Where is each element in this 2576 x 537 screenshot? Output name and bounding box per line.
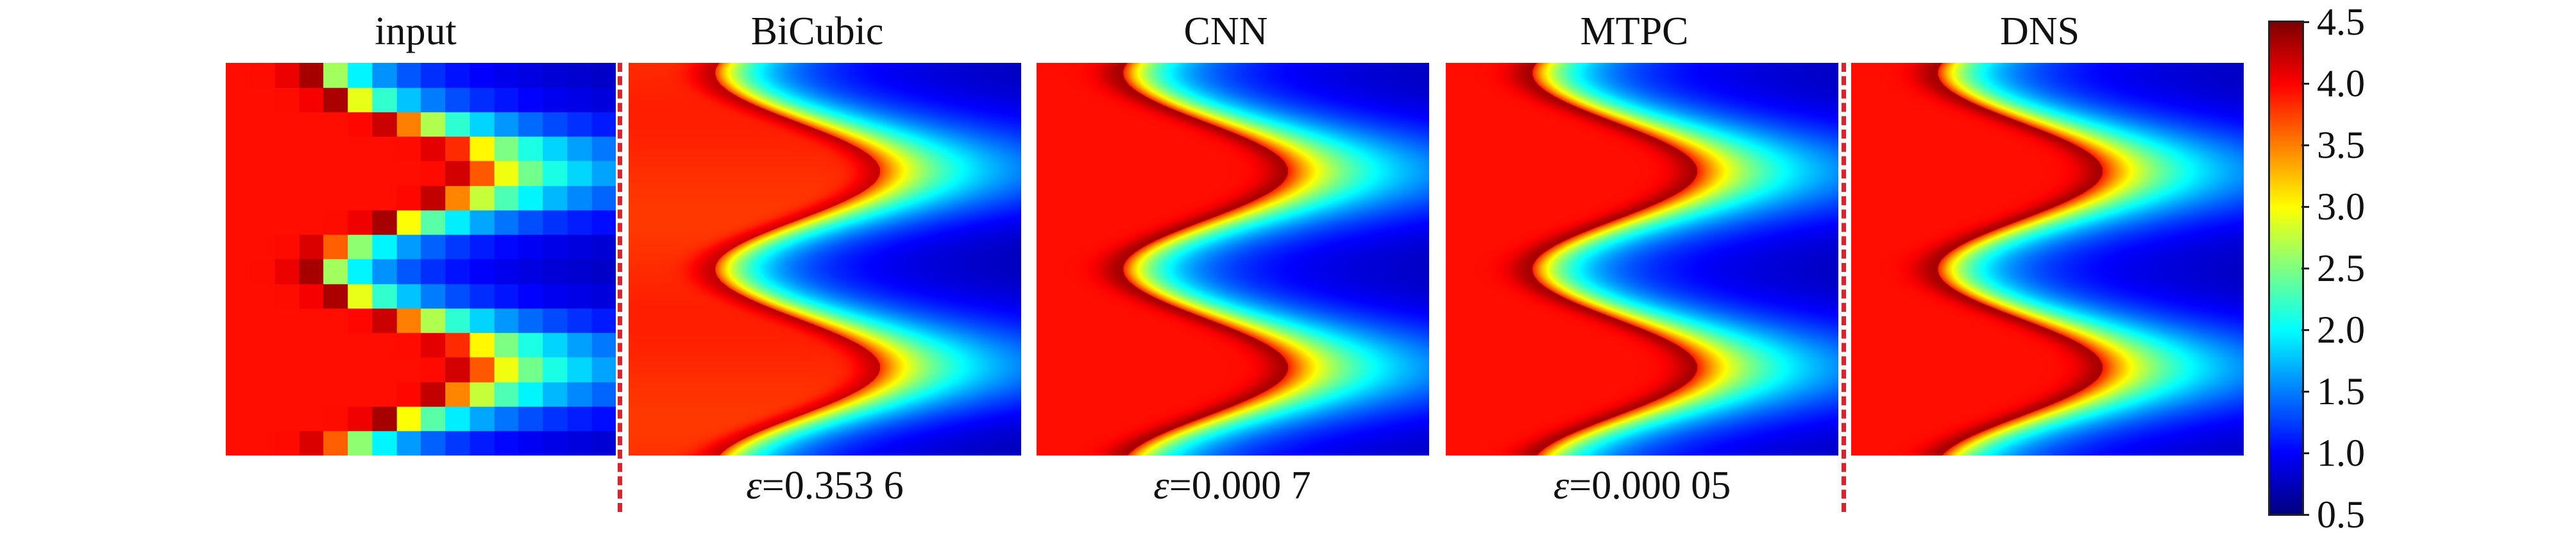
panel-title-dns: DNS [1999,10,2080,53]
colorbar-tick-label: 3.5 [2317,124,2365,166]
error-value-bicubic: =0.353 6 [761,464,904,507]
colorbar-tick-label: 3.0 [2317,185,2365,228]
colorbar-tick-label: 4.0 [2317,62,2365,105]
panel-title-cnn: CNN [1183,10,1268,53]
divider-right [1842,63,1846,512]
colorbar-tick-mark [2301,83,2309,85]
error-label-mtpc: ε=0.000 05 [1553,464,1731,507]
colorbar-tick-mark [2301,514,2309,516]
colorbar-tick-label: 1.0 [2317,432,2365,474]
heatmap-input [226,63,616,456]
colorbar-tick-label: 1.5 [2317,370,2365,413]
colorbar-tick-label: 2.5 [2317,247,2365,289]
heatmap-mtpc [1446,63,1838,456]
error-label-cnn: ε=0.000 7 [1153,464,1311,507]
colorbar-tick-mark [2301,144,2309,146]
colorbar [2268,21,2304,516]
colorbar-tick-mark [2301,268,2309,269]
panel-title-mtpc: MTPC [1580,10,1689,53]
error-value-cnn: =0.000 7 [1169,464,1311,507]
colorbar-tick-label: 4.5 [2317,1,2365,43]
colorbar-tick-mark [2301,206,2309,208]
colorbar-tick-label: 2.0 [2317,309,2365,351]
divider-left [618,63,622,512]
error-value-mtpc: =0.000 05 [1569,464,1731,507]
heatmap-bicubic [629,63,1021,456]
error-label-bicubic: ε=0.353 6 [746,464,904,507]
heatmap-cnn [1037,63,1429,456]
colorbar-tick-mark [2301,391,2309,393]
colorbar-tick-label: 0.5 [2317,493,2365,536]
panel-title-bicubic: BiCubic [750,10,884,53]
colorbar-tick-mark [2301,452,2309,454]
heatmap-dns [1851,63,2244,456]
panel-title-input: input [375,10,457,53]
colorbar-tick-mark [2301,329,2309,331]
colorbar-tick-mark [2301,21,2309,23]
